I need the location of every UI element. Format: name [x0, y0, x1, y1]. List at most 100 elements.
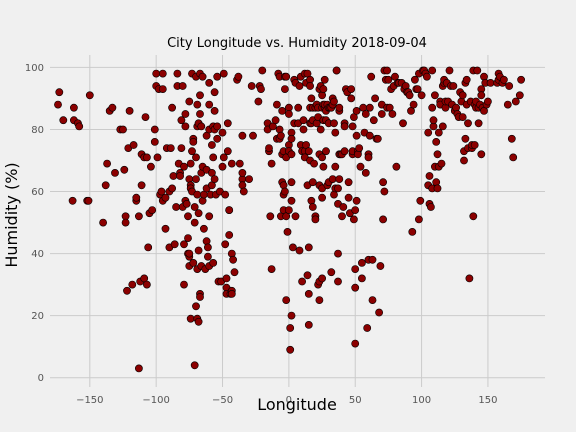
data-point [341, 123, 348, 130]
data-point [332, 129, 339, 136]
data-point [446, 67, 453, 74]
data-point [135, 213, 142, 220]
data-point [151, 138, 158, 145]
data-point [406, 92, 413, 99]
data-point [296, 247, 303, 254]
data-point [194, 101, 201, 108]
data-point [223, 275, 230, 282]
data-point [352, 266, 359, 273]
data-point [309, 179, 316, 186]
data-point [196, 110, 203, 117]
data-point [224, 148, 231, 155]
data-point [178, 117, 185, 124]
data-point [336, 104, 343, 111]
data-point [307, 82, 314, 89]
data-point [143, 281, 150, 288]
data-point [334, 278, 341, 285]
data-point [332, 163, 339, 170]
data-point [214, 135, 221, 142]
data-point [182, 123, 189, 130]
data-point [319, 194, 326, 201]
data-point [220, 70, 227, 77]
data-point [159, 86, 166, 93]
data-point [352, 207, 359, 214]
data-point [180, 281, 187, 288]
data-point [423, 73, 430, 80]
data-point [171, 241, 178, 248]
data-point [393, 163, 400, 170]
data-point [121, 166, 128, 173]
data-point [292, 213, 299, 220]
data-point [177, 172, 184, 179]
data-point [123, 287, 130, 294]
data-point [345, 194, 352, 201]
data-point [304, 272, 311, 279]
data-point [368, 73, 375, 80]
data-point [475, 120, 482, 127]
data-point [281, 86, 288, 93]
data-point [478, 92, 485, 99]
data-point [191, 203, 198, 210]
data-point [460, 157, 467, 164]
data-point [333, 67, 340, 74]
data-point [265, 145, 272, 152]
data-point [409, 228, 416, 235]
data-point [180, 163, 187, 170]
data-point [366, 132, 373, 139]
data-point [173, 203, 180, 210]
data-point [434, 185, 441, 192]
data-point [174, 70, 181, 77]
data-point [167, 145, 174, 152]
data-point [450, 82, 457, 89]
data-point [138, 182, 145, 189]
data-point [188, 148, 195, 155]
data-point [305, 290, 312, 297]
data-point [353, 107, 360, 114]
data-point [211, 176, 218, 183]
data-point [102, 182, 109, 189]
data-point [429, 104, 436, 111]
data-point [365, 154, 372, 161]
data-point [69, 197, 76, 204]
data-point [287, 324, 294, 331]
data-point [235, 73, 242, 80]
data-point [142, 114, 149, 121]
y-tick-label: 60 [31, 187, 44, 198]
data-point [352, 340, 359, 347]
data-point [100, 219, 107, 226]
data-point [338, 213, 345, 220]
data-point [204, 244, 211, 251]
data-point [288, 135, 295, 142]
data-point [240, 188, 247, 195]
data-point [214, 123, 221, 130]
data-point [186, 98, 193, 105]
data-point [320, 86, 327, 93]
data-point [474, 67, 481, 74]
data-point [369, 297, 376, 304]
data-point [308, 95, 315, 102]
data-point [464, 120, 471, 127]
data-point [317, 126, 324, 133]
data-point [126, 107, 133, 114]
data-point [169, 185, 176, 192]
data-point [319, 275, 326, 282]
data-point [506, 82, 513, 89]
data-point [336, 176, 343, 183]
data-point [439, 123, 446, 130]
data-point [366, 104, 373, 111]
x-tick-label: −100 [142, 395, 169, 406]
data-point [434, 151, 441, 158]
data-point [190, 138, 197, 145]
data-point [196, 92, 203, 99]
data-point [219, 129, 226, 136]
data-point [289, 244, 296, 251]
data-point [311, 160, 318, 167]
y-tick-label: 80 [31, 125, 44, 136]
data-point [508, 135, 515, 142]
data-point [196, 293, 203, 300]
data-point [249, 132, 256, 139]
data-point [288, 151, 295, 158]
data-point [453, 104, 460, 111]
data-point [279, 107, 286, 114]
data-point [378, 110, 385, 117]
